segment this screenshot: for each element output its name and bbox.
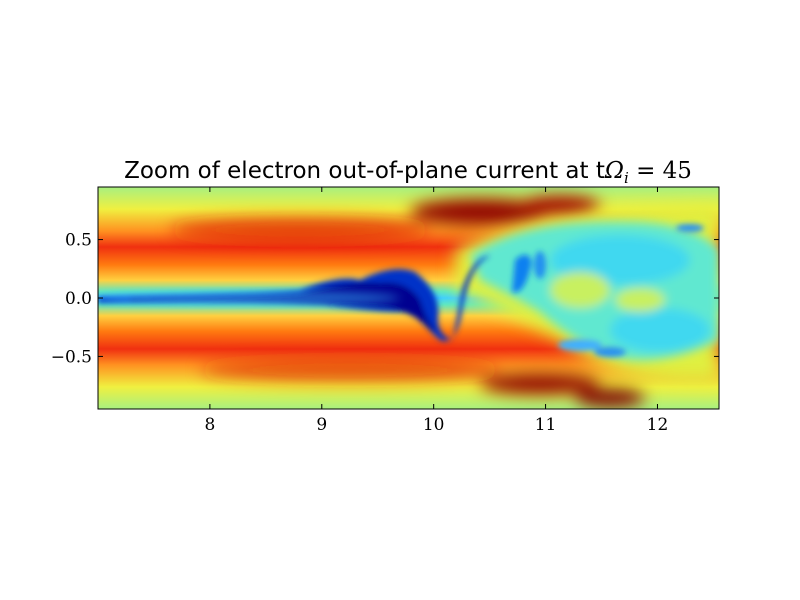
title-math-rest: = 45 [629, 158, 692, 184]
chart-title: Zoom of electron out-of-plane current at… [124, 158, 692, 187]
title-text: Zoom of electron out-of-plane current at… [124, 158, 605, 184]
y-tick-label: 0.5 [65, 231, 92, 251]
title-math-symbol: Ω [604, 158, 624, 184]
heatmap-image [98, 187, 719, 409]
y-tick-label: 0.0 [65, 289, 92, 309]
y-axis: 0.5 0.0 −0.5 [51, 231, 719, 367]
y-tick-label: −0.5 [51, 347, 92, 367]
x-axis: 8 9 10 11 12 [204, 187, 668, 435]
title-math-subscript: i [624, 169, 629, 187]
x-tick-label: 11 [535, 415, 557, 435]
x-tick-label: 9 [316, 415, 327, 435]
x-tick-label: 10 [423, 415, 445, 435]
x-tick-label: 8 [204, 415, 215, 435]
x-tick-label: 12 [647, 415, 669, 435]
